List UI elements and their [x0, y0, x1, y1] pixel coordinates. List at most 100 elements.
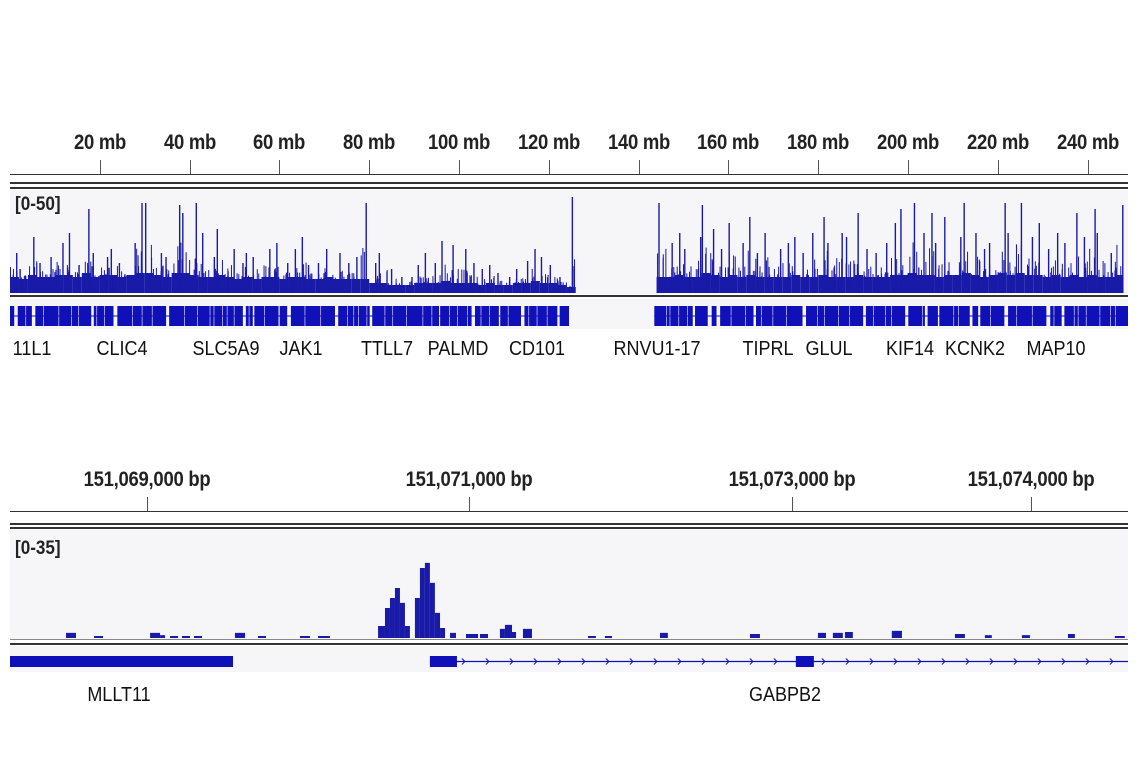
signal-bar	[94, 636, 104, 638]
signal-bar	[806, 269, 808, 293]
signal-bar	[1052, 266, 1054, 293]
signal-bar	[506, 282, 508, 293]
signal-peak-bar	[1056, 233, 1059, 293]
signal-bin-fill	[1114, 275, 1124, 293]
strand-arrow-icon	[533, 658, 538, 665]
strand-arrow-icon	[629, 658, 634, 665]
signal-peak-bar	[301, 237, 304, 293]
signal-bar	[1027, 266, 1029, 293]
signal-bar	[514, 282, 516, 293]
divider	[10, 182, 1128, 184]
signal-bar	[765, 260, 767, 293]
signal-bar	[150, 244, 152, 293]
signal-bar	[863, 271, 865, 293]
signal-bar	[833, 267, 835, 293]
data-range-label: [0-50]	[15, 194, 61, 215]
strand-arrow-icon	[965, 658, 970, 665]
signal-bar	[1098, 269, 1100, 293]
signal-bar	[832, 632, 843, 638]
signal-peak-bar	[701, 205, 704, 293]
signal-bin-fill	[1087, 275, 1097, 293]
divider	[10, 295, 1128, 297]
signal-bar	[773, 268, 775, 293]
signal-bar	[478, 284, 480, 293]
signal-peak-bar	[802, 253, 804, 293]
signal-peak-bar	[50, 257, 52, 293]
gene-label: KIF14	[885, 338, 934, 360]
tick-mark	[458, 160, 460, 174]
signal-peak-bar	[481, 269, 483, 293]
signal-bin-fill	[333, 279, 343, 293]
signal-bar	[1102, 260, 1104, 293]
signal-peak-bar	[526, 261, 529, 293]
signal-bar	[379, 281, 381, 293]
signal-bar	[311, 273, 313, 293]
signal-track[interactable]	[10, 530, 1128, 639]
signal-peak-bar	[1122, 205, 1124, 293]
signal-bar	[848, 264, 850, 293]
signal-bar	[304, 275, 306, 293]
signal-bar	[996, 274, 998, 293]
signal-peak-bar	[242, 263, 244, 293]
ruler-axis-line	[10, 511, 1128, 512]
signal-bar	[881, 273, 883, 293]
signal-bar	[995, 270, 997, 293]
signal-bar	[512, 632, 517, 638]
signal-peak-bar	[1110, 253, 1112, 293]
signal-bar	[241, 276, 243, 293]
signal-bar	[795, 274, 797, 293]
signal-bar	[854, 263, 856, 293]
signal-bar	[501, 280, 503, 293]
signal-bar	[477, 283, 479, 293]
signal-bar	[362, 248, 364, 293]
signal-bin-fill	[836, 277, 846, 293]
signal-bar	[665, 248, 667, 293]
signal-bar	[340, 272, 342, 293]
signal-bar	[469, 275, 471, 293]
signal-bar	[56, 261, 58, 293]
data-range-label: [0-35]	[15, 538, 61, 559]
signal-peak-bar	[975, 233, 977, 293]
signal-bin-fill	[521, 283, 531, 293]
signal-bin-fill	[450, 283, 459, 293]
signal-peak-bar	[749, 217, 751, 293]
signal-bar	[1034, 261, 1036, 293]
signal-bar	[1115, 267, 1117, 293]
tick-label: 40 mb	[163, 131, 216, 154]
gene-label: SLC5A9	[191, 338, 260, 360]
signal-bar	[1021, 635, 1030, 638]
signal-bar	[103, 270, 105, 293]
signal-bar	[733, 255, 735, 293]
signal-bar	[12, 268, 14, 293]
signal-peak-bar	[712, 229, 715, 293]
signal-bar	[198, 271, 200, 293]
signal-bin-fill	[225, 277, 235, 293]
signal-bar	[680, 271, 682, 293]
signal-bin-fill	[719, 277, 729, 293]
signal-bar	[493, 281, 495, 293]
signal-bin-fill	[1042, 277, 1052, 293]
signal-bar	[349, 273, 351, 293]
signal-bar	[77, 274, 79, 293]
gene-label: JAK1	[278, 338, 323, 360]
signal-bin-fill	[692, 277, 702, 293]
signal-bar	[353, 276, 355, 293]
signal-peak-bar	[866, 249, 868, 293]
signal-bar	[448, 280, 450, 293]
signal-peak-bar	[963, 203, 965, 293]
signal-bar	[907, 273, 909, 293]
signal-bin-fill	[27, 275, 37, 293]
signal-bar	[57, 265, 59, 293]
signal-bar	[872, 274, 874, 293]
signal-bar	[439, 275, 441, 293]
signal-peak-bar	[742, 243, 744, 293]
signal-bin-fill	[81, 273, 91, 293]
signal-peak-bar	[900, 209, 902, 293]
signal-peak-bar	[339, 253, 341, 293]
strand-arrow-icon	[653, 658, 658, 665]
tick-label: 151,073,000 bp	[728, 468, 856, 491]
gene-label: KCNK2	[944, 338, 1005, 360]
divider	[10, 527, 1128, 529]
signal-peak-bar	[160, 253, 163, 293]
signal-bar	[36, 263, 38, 293]
